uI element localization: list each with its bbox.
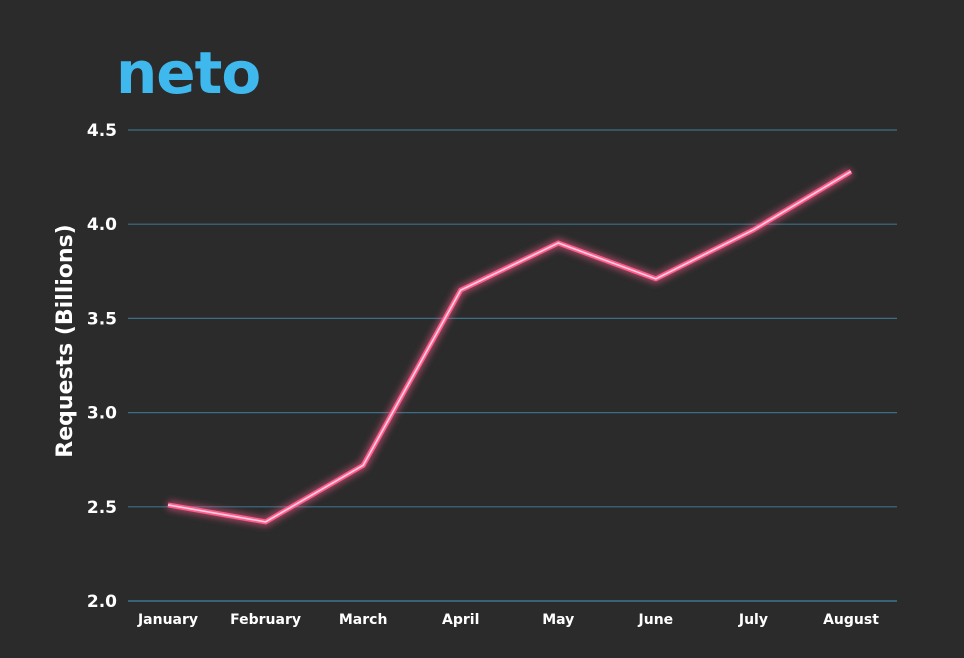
data-points	[167, 171, 852, 522]
y-tick-label: 4.5	[87, 121, 117, 141]
x-tick-label: July	[738, 612, 768, 628]
y-tick-label: 2.0	[87, 592, 117, 612]
gridlines	[128, 129, 897, 602]
y-tick-label: 2.5	[87, 498, 117, 518]
y-axis-ticks: 2.0 2.5 3.0 3.5 4.0 4.5	[87, 121, 117, 612]
series-lines	[167, 167, 854, 527]
series-line-core	[167, 170, 852, 523]
x-tick-label: June	[638, 612, 674, 628]
neto-logo: neto	[116, 39, 260, 107]
y-axis-label: Requests (Billions)	[53, 224, 78, 457]
x-axis-ticks: January February March April May June July Augu…	[137, 612, 879, 628]
x-tick-label: March	[339, 612, 388, 628]
y-tick-label: 3.0	[87, 404, 117, 424]
x-tick-label: January	[137, 612, 198, 628]
y-tick-label: 3.5	[87, 309, 117, 329]
x-tick-label: May	[542, 612, 574, 628]
x-tick-label: April	[442, 612, 479, 628]
x-tick-label: February	[230, 612, 301, 628]
x-tick-label: August	[823, 612, 879, 628]
y-tick-label: 4.0	[87, 215, 117, 235]
